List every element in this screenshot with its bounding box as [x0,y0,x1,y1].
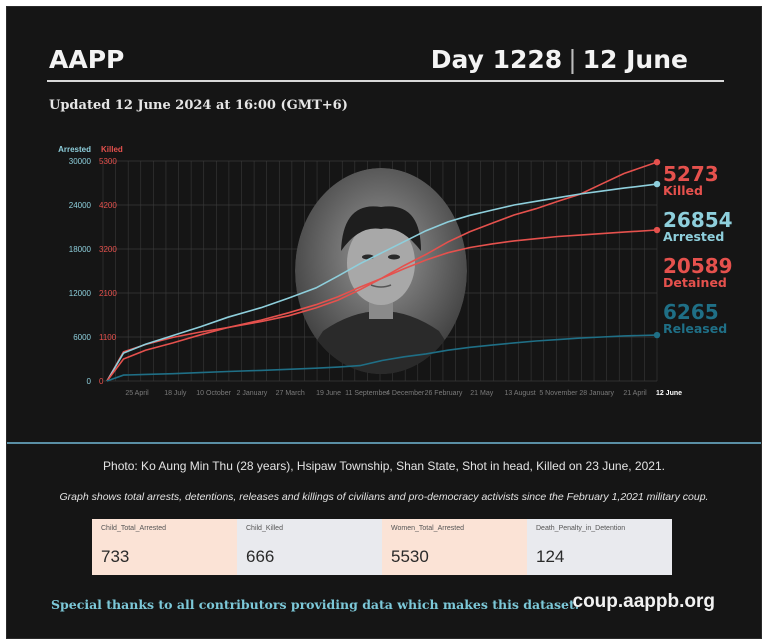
thanks-note: Special thanks to all contributors provi… [51,597,580,612]
right-axis-tick-label: 1100 [99,333,117,342]
x-axis-tick-label: 19 June [316,390,341,397]
left-axis-tick-label: 0 [87,377,92,386]
header-divider [47,80,724,82]
series-name-arrested: Arrested [663,229,724,244]
stat-value: 124 [536,547,565,566]
x-axis-tick-label: 28 January [579,390,614,397]
series-end-point-arrested [653,180,661,188]
x-axis-tick-label: 5 November [539,390,578,397]
series-latest-value-killed: 5273 [663,162,719,186]
graph-description: Graph shows total arrests, detentions, r… [59,491,709,503]
cumulative-line-chart: 30000 5300 24000 4200 18000 3200 12000 2100 6000… [58,145,733,397]
right-axis-title: Killed [101,145,123,154]
stat-value: 5530 [391,547,429,566]
x-axis-tick-label: 2 January [237,390,268,397]
left-axis-title: Arrested [58,145,91,154]
stat-label: Death_Penalty_in_Detention [536,525,626,532]
website-link[interactable]: coup.aappb.org [572,591,716,612]
stat-label: Women_Total_Arrested [391,525,465,532]
right-axis-tick-label: 4200 [99,201,117,210]
x-axis-tick-label: 10 October [196,390,231,397]
stats-table: Child_Total_Arrested 733 Child_Killed 66… [92,519,672,575]
right-axis-tick-label: 5300 [99,157,117,166]
x-axis-tick-label: 4 December [386,390,425,397]
stat-label: Child_Total_Arrested [101,525,166,532]
series-latest-value-detained: 20589 [663,254,733,278]
portrait-photo [295,168,467,374]
photo-eye-right [388,254,400,260]
stat-cell-child-total-arrested: Child_Total_Arrested 733 [92,519,237,575]
stat-cell-child-killed: Child_Killed 666 [237,519,382,575]
day-label: Day 1228 [430,45,563,74]
photo-face [347,221,415,305]
x-axis-tick-label: 26 February [425,390,463,397]
x-axis-tick-label: 25 April [125,390,149,397]
day-date-heading: Day 1228 | 12 June [431,45,688,74]
left-axis-tick-label: 12000 [69,289,92,298]
series-line-killed [106,161,658,382]
series-name-released: Released [663,321,727,336]
series-name-detained: Detained [663,275,727,290]
stat-cell-death-penalty: Death_Penalty_in_Detention 124 [527,519,672,575]
stat-cell-women-total-arrested: Women_Total_Arrested 5530 [382,519,527,575]
series-line-arrested [106,183,658,382]
x-axis-tick-label: 13 August [505,390,536,397]
x-axis-tick-label: 18 July [164,390,187,397]
photo-mouth [370,284,392,288]
left-axis-tick-label: 18000 [69,245,92,254]
series-name-killed: Killed [663,183,703,198]
left-axis-tick-label: 6000 [73,333,91,342]
stat-label: Child_Killed [246,525,283,532]
photo-caption: Photo: Ko Aung Min Thu (28 years), Hsipa… [103,459,665,473]
left-axis-tick-label: 24000 [69,201,92,210]
right-axis-tick-label: 0 [99,377,104,386]
infographic-frame: AAPP Day 1228 | 12 June Updated 12 June 20… [6,6,762,639]
series-end-point-killed [653,158,661,166]
x-axis-tick-label: 21 May [470,390,493,397]
updated-timestamp: Updated 12 June 2024 at 16:00 (GMT+6) [49,98,348,113]
x-axis-tick-label: 11 September [345,390,389,397]
stat-value: 666 [246,547,275,566]
x-axis-tick-label: 21 April [623,390,647,397]
right-axis-tick-label: 2100 [99,289,117,298]
heading-separator: | [568,45,577,74]
right-axis-tick-label: 3200 [99,245,117,254]
series-end-point-released [653,331,661,339]
series-line-detained [106,229,658,382]
series-end-point-detained [653,226,661,234]
series-latest-value-arrested: 26854 [663,208,733,232]
date-label: 12 June [582,45,688,74]
photo-hair [341,206,421,251]
series-line-released [106,334,658,382]
brand-title: AAPP [49,45,125,74]
stat-value: 733 [101,547,130,566]
section-divider [7,442,761,444]
x-axis-tick-label: 27 March [276,390,305,397]
series-latest-value-released: 6265 [663,300,719,324]
x-axis-end-label: 12 June [656,390,682,397]
left-axis-tick-label: 30000 [69,157,92,166]
